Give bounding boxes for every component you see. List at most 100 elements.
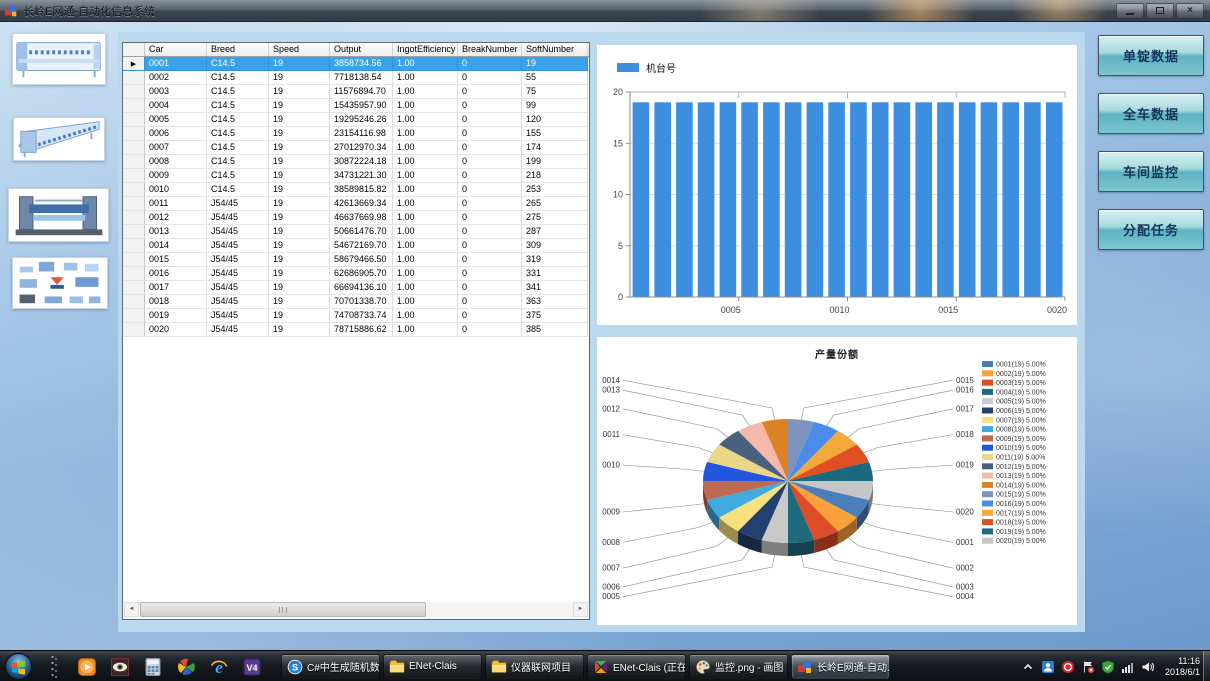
taskbar-window-button[interactable]: S C#中生成随机数... (281, 654, 380, 679)
table-cell: 287 (522, 225, 588, 239)
table-row[interactable]: 0006 C14.5 19 23154116.98 1.00 0 155 (123, 127, 589, 141)
svg-text:0005: 0005 (602, 592, 620, 601)
column-header[interactable]: IngotEfficiency (393, 43, 458, 56)
wmp-icon[interactable] (77, 657, 97, 677)
taskbar-clock[interactable]: 11:16 2018/6/1 (1165, 656, 1200, 678)
tray-person-icon[interactable] (1041, 660, 1055, 674)
table-cell: C14.5 (207, 57, 269, 71)
button-full-car-data[interactable]: 全车数据 (1098, 93, 1204, 134)
scrollbar-thumb[interactable] (140, 602, 426, 617)
table-cell: 1.00 (393, 281, 458, 295)
svg-text:0015: 0015 (956, 376, 974, 385)
svg-text:0002(19) 5.00%: 0002(19) 5.00% (996, 371, 1046, 378)
table-cell: J54/45 (207, 323, 269, 337)
column-header[interactable]: Output (330, 43, 393, 56)
internet-explorer-icon[interactable]: e (209, 657, 229, 677)
svg-text:0004: 0004 (956, 592, 974, 601)
table-row[interactable]: 0014 J54/45 19 54672169.70 1.00 0 309 (123, 239, 589, 253)
table-row[interactable]: 0016 J54/45 19 62686905.70 1.00 0 331 (123, 267, 589, 281)
table-cell: C14.5 (207, 85, 269, 99)
table-row[interactable]: 0012 J54/45 19 46637669.98 1.00 0 275 (123, 211, 589, 225)
table-row[interactable]: 0004 C14.5 19 15435957.90 1.00 0 99 (123, 99, 589, 113)
table-row[interactable]: 0010 C14.5 19 38589815.82 1.00 0 253 (123, 183, 589, 197)
horizontal-scrollbar[interactable]: ◄ ► (124, 602, 588, 617)
table-cell: 19 (269, 57, 330, 71)
svg-text:0016(19) 5.00%: 0016(19) 5.00% (996, 501, 1046, 508)
tray-shield-icon[interactable] (1101, 660, 1115, 674)
table-row[interactable]: 0017 J54/45 19 66694136.10 1.00 0 341 (123, 281, 589, 295)
table-cell: 218 (522, 169, 588, 183)
table-cell: 19 (269, 113, 330, 127)
table-row[interactable]: 0005 C14.5 19 19295246.26 1.00 0 120 (123, 113, 589, 127)
svg-text:0012(19) 5.00%: 0012(19) 5.00% (996, 464, 1046, 471)
svg-text:0012: 0012 (602, 404, 620, 413)
column-header[interactable]: BreakNumber (458, 43, 522, 56)
table-cell: 11576894.70 (330, 85, 393, 99)
table-row[interactable]: 0008 C14.5 19 30872224.18 1.00 0 199 (123, 155, 589, 169)
maximize-button[interactable] (1146, 3, 1174, 18)
taskbar-button-label: C#中生成随机数... (307, 663, 379, 674)
column-header[interactable]: Breed (207, 43, 269, 56)
row-marker (123, 281, 145, 295)
scroll-right-arrow[interactable]: ► (573, 602, 588, 617)
svg-text:0018: 0018 (956, 430, 974, 439)
acdsee-eye-icon[interactable] (110, 657, 130, 677)
table-row[interactable]: 0011 J54/45 19 42613669.34 1.00 0 265 (123, 197, 589, 211)
action-button-group: 单锭数据 全车数据 车间监控 分配任务 (1098, 35, 1204, 250)
column-header[interactable]: Speed (269, 43, 330, 56)
button-single-spindle-data[interactable]: 单锭数据 (1098, 35, 1204, 76)
minimize-button[interactable] (1116, 3, 1144, 18)
tray-red-badge-icon[interactable] (1061, 660, 1075, 674)
row-marker (123, 197, 145, 211)
table-row[interactable]: 0009 C14.5 19 34731221.30 1.00 0 218 (123, 169, 589, 183)
button-workshop-monitor[interactable]: 车间监控 (1098, 151, 1204, 192)
calculator-icon[interactable] (143, 657, 163, 677)
machine-thumbnail-roving-frame[interactable] (13, 117, 105, 161)
button-assign-task[interactable]: 分配任务 (1098, 209, 1204, 250)
foxit-v4-icon[interactable]: V4 (242, 657, 262, 677)
table-row[interactable]: 0002 C14.5 19 7718138.54 1.00 0 55 (123, 71, 589, 85)
table-cell: 0 (458, 127, 522, 141)
table-row[interactable]: 0015 J54/45 19 58679466.50 1.00 0 319 (123, 253, 589, 267)
machine-thumbnail-loom[interactable] (8, 188, 109, 242)
table-cell: 19 (269, 155, 330, 169)
table-row[interactable]: 0020 J54/45 19 78715886.62 1.00 0 385 (123, 323, 589, 337)
start-button[interactable] (5, 653, 32, 680)
taskbar-window-button[interactable]: 仪器联网项目 (485, 654, 584, 679)
close-button[interactable]: × (1176, 3, 1204, 18)
table-cell: 30872224.18 (330, 155, 393, 169)
tray-expander-icon[interactable] (1021, 660, 1035, 674)
machine-thumbnail-equipment-collage[interactable] (12, 257, 108, 309)
table-row[interactable]: 0018 J54/45 19 70701338.70 1.00 0 363 (123, 295, 589, 309)
svg-text:0009: 0009 (602, 507, 620, 516)
table-row[interactable]: 0003 C14.5 19 11576894.70 1.00 0 75 (123, 85, 589, 99)
tray-volume-icon[interactable] (1141, 660, 1155, 674)
taskbar-window-button[interactable]: ENet-Clais (383, 654, 482, 679)
taskbar-window-button[interactable]: 长岭E网通-自动... (791, 654, 890, 679)
table-row[interactable]: 0013 J54/45 19 50661476.70 1.00 0 287 (123, 225, 589, 239)
table-row[interactable]: ▶ 0001 C14.5 19 3858734.56 1.00 0 19 (123, 57, 589, 71)
app-icon (4, 4, 18, 18)
table-row[interactable]: 0007 C14.5 19 27012970.34 1.00 0 174 (123, 141, 589, 155)
row-marker (123, 253, 145, 267)
taskbar-button-label: 监控.png - 画图 (715, 663, 784, 674)
table-cell: 0004 (145, 99, 207, 113)
column-header[interactable]: Car (145, 43, 207, 56)
machine-thumbnail-spinning-frame[interactable] (12, 33, 106, 85)
table-cell: 0010 (145, 183, 207, 197)
show-desktop-button[interactable] (1203, 651, 1210, 681)
svg-text:0008(19) 5.00%: 0008(19) 5.00% (996, 427, 1046, 434)
taskbar-window-button[interactable]: 监控.png - 画图 (689, 654, 788, 679)
scroll-left-arrow[interactable]: ◄ (124, 602, 139, 617)
tray-flag-icon[interactable] (1081, 660, 1095, 674)
table-row[interactable]: 0019 J54/45 19 74708733.74 1.00 0 375 (123, 309, 589, 323)
table-cell: 19 (269, 253, 330, 267)
svg-text:0010: 0010 (829, 305, 849, 315)
column-header[interactable]: SoftNumber (522, 43, 588, 56)
svg-text:0013(19) 5.00%: 0013(19) 5.00% (996, 473, 1046, 480)
row-marker-header (123, 43, 145, 56)
taskbar-window-button[interactable]: ENet-Clais (正在... (587, 654, 686, 679)
tray-signal-icon[interactable] (1121, 660, 1135, 674)
row-marker (123, 155, 145, 169)
pinwheel-icon[interactable] (176, 657, 196, 677)
